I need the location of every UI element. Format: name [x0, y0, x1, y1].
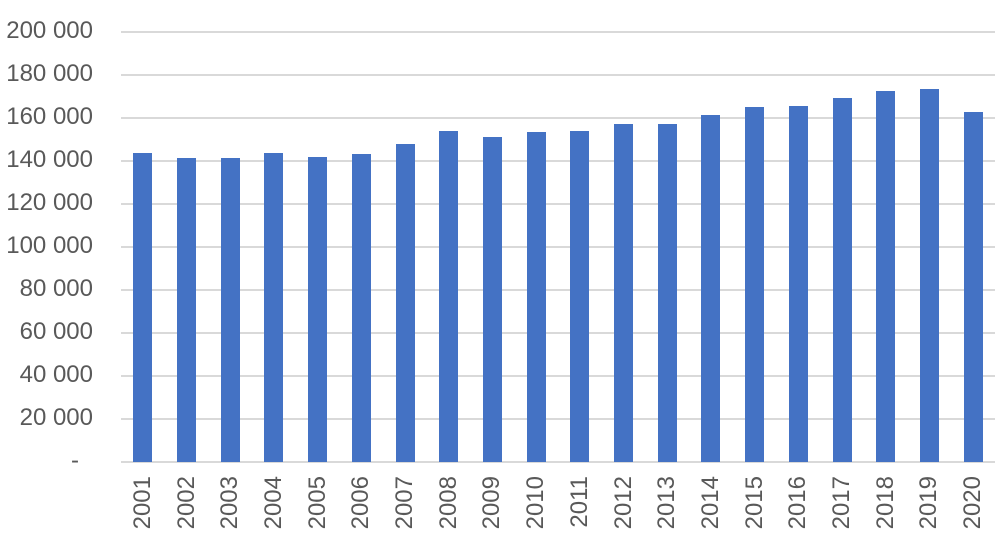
x-tick-label-2015: 2015 — [740, 476, 768, 530]
y-tick-label: 40 000 — [19, 361, 93, 389]
bar-2015 — [745, 107, 765, 462]
bar-2008 — [439, 130, 459, 462]
x-tick-label-2001: 2001 — [129, 476, 157, 530]
bar-2019 — [919, 88, 939, 462]
x-tick-label-2019: 2019 — [915, 476, 943, 530]
bar-2014 — [701, 115, 721, 462]
bar-2010 — [526, 131, 546, 462]
x-tick-label-2014: 2014 — [697, 476, 725, 530]
gridline — [121, 74, 995, 76]
x-tick-label-2010: 2010 — [522, 476, 550, 530]
x-tick-label-2018: 2018 — [871, 476, 899, 530]
gridline — [121, 117, 995, 119]
x-tick-label-2011: 2011 — [566, 476, 594, 528]
gridline — [121, 160, 995, 162]
bar-2012 — [614, 124, 634, 462]
x-tick-label-2003: 2003 — [216, 476, 244, 530]
bar-2002 — [177, 157, 197, 462]
x-tick-label-2020: 2020 — [959, 476, 987, 530]
x-axis: 2001 2002 2003 2004 2005 2006 2007 2008 2009 2010… — [121, 476, 995, 544]
plot-area — [121, 31, 995, 463]
gridline — [121, 289, 995, 291]
x-tick-label-2009: 2009 — [478, 476, 506, 530]
x-axis-line — [121, 461, 995, 463]
x-tick-label-2006: 2006 — [347, 476, 375, 530]
y-tick-label: 140 000 — [6, 146, 93, 174]
bar-2005 — [308, 156, 328, 462]
bar-2017 — [832, 98, 852, 462]
x-tick-label-2002: 2002 — [172, 476, 200, 530]
bar-2001 — [133, 152, 153, 462]
gridline — [121, 375, 995, 377]
y-tick-label: 200 000 — [6, 17, 93, 45]
y-tick-label: - — [71, 447, 79, 475]
y-tick-label: 180 000 — [6, 60, 93, 88]
y-tick-label: 160 000 — [6, 103, 93, 131]
bar-2013 — [657, 123, 677, 462]
bar-2011 — [570, 130, 590, 462]
y-axis: - 20 000 40 000 60 000 80 000 100 000 120 000 1… — [0, 17, 93, 474]
y-tick-label: 100 000 — [6, 232, 93, 260]
bar-2007 — [395, 144, 415, 462]
bar-2003 — [220, 157, 240, 462]
bar-2020 — [963, 111, 983, 462]
gridline — [121, 246, 995, 248]
gridline — [121, 31, 995, 33]
y-tick-label: 20 000 — [19, 404, 93, 432]
x-tick-label-2012: 2012 — [609, 476, 637, 530]
x-tick-label-2004: 2004 — [260, 476, 288, 530]
x-tick-label-2008: 2008 — [434, 476, 462, 530]
x-tick-label-2005: 2005 — [303, 476, 331, 530]
bar-2018 — [876, 91, 896, 462]
bar-2006 — [351, 153, 371, 462]
gridline — [121, 332, 995, 334]
bar-2004 — [264, 153, 284, 462]
x-tick-label-2007: 2007 — [391, 476, 419, 530]
y-tick-label: 60 000 — [19, 318, 93, 346]
y-tick-label: 80 000 — [19, 275, 93, 303]
x-tick-label-2013: 2013 — [653, 476, 681, 530]
y-tick-label: 120 000 — [6, 189, 93, 217]
gridline — [121, 418, 995, 420]
x-tick-label-2016: 2016 — [784, 476, 812, 530]
bar-2009 — [482, 136, 502, 462]
x-tick-label-2017: 2017 — [828, 476, 856, 530]
gridline — [121, 203, 995, 205]
bar-2016 — [788, 105, 808, 462]
